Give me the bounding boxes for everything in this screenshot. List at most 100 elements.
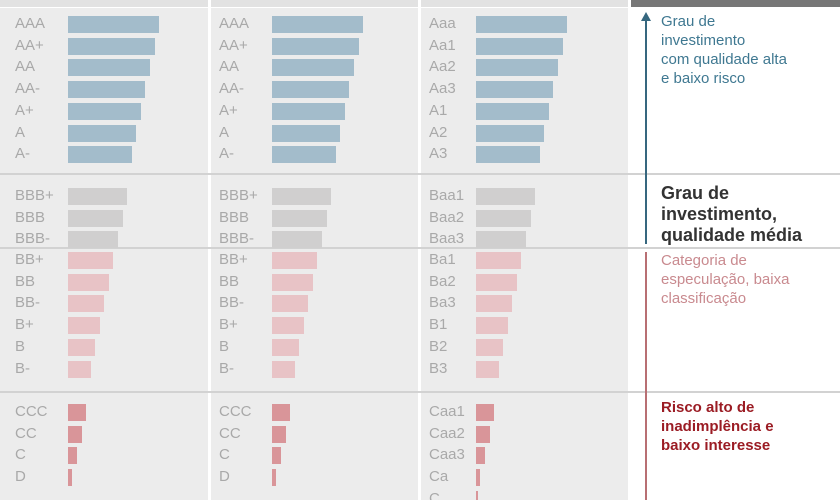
legend-line: Risco alto de [661,399,755,416]
rating-label: AA [219,58,240,76]
header-strip [211,0,418,7]
risk-line [645,252,647,500]
rating-label: Ba2 [429,272,456,290]
legend-line: classificação [661,290,747,307]
rating-bar [68,59,150,77]
rating-label: A- [15,145,30,163]
rating-label: B1 [429,316,448,334]
rating-label: A3 [429,145,448,163]
legend-high: Grau de investimento com qualidade alta … [661,12,787,88]
rating-bar [476,231,526,249]
rating-bar [476,338,503,356]
rating-bar [476,295,512,313]
rating-label: Caa2 [429,424,465,442]
rating-bar [68,425,82,443]
legend-line: e baixo risco [661,70,746,87]
rating-label: AAA [219,15,250,32]
rating-bar [476,469,480,487]
rating-bar [68,16,159,33]
rating-bar [68,146,132,164]
rating-label: Aa1 [429,36,456,54]
rating-bar [272,295,308,313]
rating-bar [68,81,145,99]
arrow-up-icon [641,12,651,21]
divider [0,247,840,249]
rating-bar [272,188,331,205]
legend-line: Grau de [661,183,730,203]
rating-label: BBB [15,208,46,226]
rating-bar [272,338,299,356]
divider [0,173,840,175]
header-strip [0,0,208,7]
rating-label: BBB- [219,230,255,248]
rating-bar [476,59,558,77]
rating-label: A1 [429,101,448,119]
rating-label: Ba3 [429,294,456,312]
rating-bar [68,102,141,120]
header-bar-dark [631,0,840,7]
rating-label: A+ [15,101,34,119]
rating-bar [68,252,113,269]
rating-label: AA- [15,80,41,98]
rating-bar [272,317,304,335]
rating-label: AA [15,58,36,76]
rating-bar [476,404,494,421]
rating-bar [68,317,100,335]
rating-label: D [219,468,230,486]
rating-label: B+ [219,316,238,334]
rating-label: AA- [219,80,245,98]
rating-bar [68,404,86,421]
rating-label: BBB [219,208,250,226]
rating-bar [272,425,286,443]
rating-bar [68,209,123,227]
rating-label: Baa1 [429,187,465,204]
rating-label: BB- [219,294,245,312]
rating-bar [476,273,517,291]
rating-label: BBB+ [219,187,258,204]
rating-bar [272,447,281,465]
rating-label: CC [15,424,37,442]
legend-line: inadimplência e [661,418,774,435]
rating-label: D [15,468,26,486]
rating-bar [272,404,290,421]
legend-medium: Grau de investimento, qualidade média [661,183,802,246]
legend-line: investimento [661,32,746,49]
rating-bar [68,37,155,55]
rating-label: B [219,337,230,355]
rating-label: B [15,337,26,355]
rating-bar [272,59,354,77]
rating-label: Aaa [429,15,456,32]
rating-label: B- [15,359,30,377]
rating-label: B3 [429,359,448,377]
rating-label: Aa2 [429,58,456,76]
rating-label: B+ [15,316,34,334]
rating-label: B- [219,359,234,377]
rating-bar [272,37,359,55]
rating-bar [476,146,540,164]
rating-bar [272,146,336,164]
rating-label: AA+ [15,36,44,54]
rating-label: A+ [219,101,238,119]
legend-high-risk: Risco alto de inadimplência e baixo inte… [661,398,774,455]
rating-label: A [15,123,26,141]
rating-label: C [429,489,440,500]
rating-bar [476,124,544,142]
rating-bar [68,273,109,291]
rating-bar [68,124,136,142]
rating-label: Aa3 [429,80,456,98]
rating-bar [272,231,322,249]
rating-label: BBB+ [15,187,54,204]
rating-label: CC [219,424,241,442]
rating-bar [476,81,553,99]
legend-line: com qualidade alta [661,51,787,68]
rating-bar [68,447,77,465]
rating-bar [68,338,95,356]
arrow-shaft [645,20,647,244]
header-strip [421,0,628,7]
rating-bar [68,360,91,378]
rating-label: BB- [15,294,41,312]
rating-label: A2 [429,123,448,141]
rating-label: A [219,123,230,141]
legend-line: investimento, [661,204,778,224]
legend-speculative: Categoria de especulação, baixa classifi… [661,251,789,308]
